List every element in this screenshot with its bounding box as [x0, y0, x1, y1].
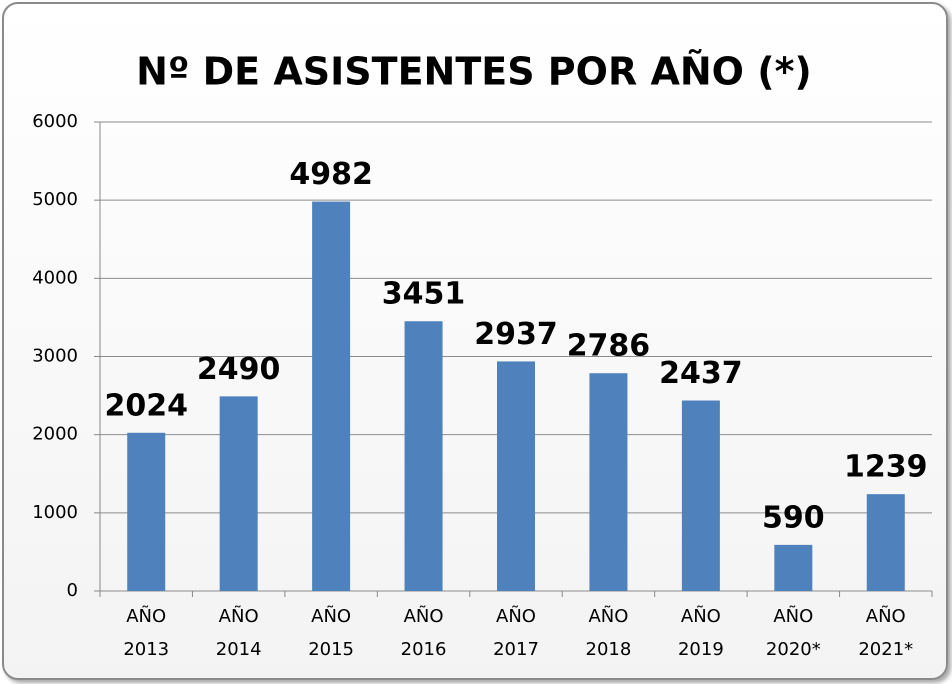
data-label: 2437	[659, 356, 743, 391]
bar	[774, 544, 813, 591]
x-tick-label: AÑO 2017	[493, 606, 539, 660]
bar	[127, 432, 166, 591]
y-tick-label: 3000	[32, 346, 78, 367]
bar	[497, 361, 535, 591]
x-tick-label: AÑO 2015	[308, 606, 355, 660]
bar	[404, 321, 443, 591]
data-label: 1239	[844, 450, 928, 485]
bar	[866, 494, 905, 591]
y-tick-label: 1000	[32, 502, 78, 523]
bar	[589, 373, 628, 591]
y-tick-label: 0	[67, 580, 78, 601]
x-tick-label: AÑO 2018	[585, 606, 632, 660]
x-tick-label: AÑO 2016	[400, 606, 447, 660]
data-label: 2490	[197, 352, 281, 387]
y-tick-label: 5000	[32, 189, 78, 210]
data-label: 2937	[474, 317, 558, 352]
data-label: 3451	[382, 277, 466, 312]
x-tick-label: AÑO 2013	[123, 606, 170, 660]
chart-title: Nº DE ASISTENTES POR AÑO (*)	[136, 50, 812, 94]
x-tick-label: AÑO 2021*	[858, 606, 914, 660]
bar	[681, 400, 720, 591]
y-tick-label: 6000	[32, 111, 78, 132]
y-tick-label: 2000	[32, 424, 78, 445]
data-label: 2786	[567, 329, 651, 364]
chart: Nº DE ASISTENTES POR AÑO (*) 0 1000 2000 30…	[32, 50, 933, 601]
data-label: 2024	[104, 388, 188, 423]
x-tick-label: AÑO 2019	[677, 606, 724, 660]
x-tick-label: AÑO 2020*	[765, 606, 821, 660]
y-tick-label: 4000	[32, 267, 78, 288]
x-tick-label: AÑO 2014	[215, 606, 262, 660]
data-label: 590	[762, 500, 825, 535]
bar	[219, 396, 258, 591]
bar	[312, 201, 351, 591]
data-label: 4982	[289, 157, 373, 192]
